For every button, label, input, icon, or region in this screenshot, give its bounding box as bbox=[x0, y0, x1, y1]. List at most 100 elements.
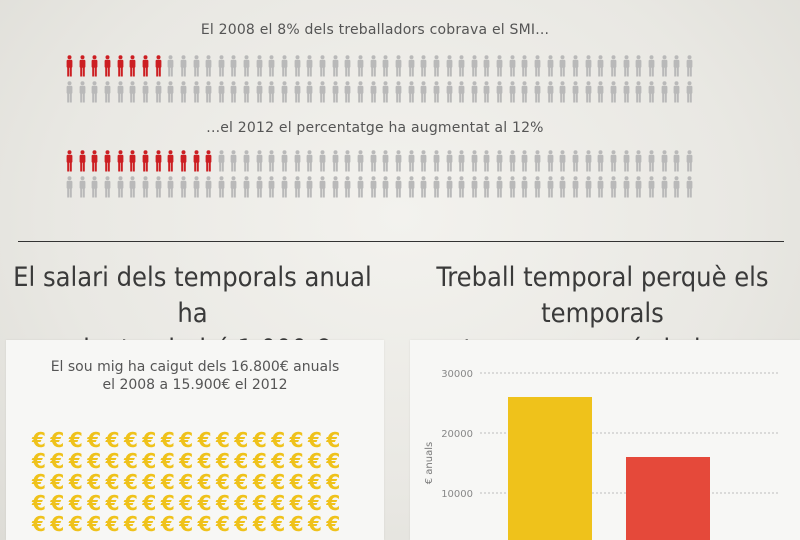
euro-icon: € bbox=[160, 491, 175, 515]
euro-icon: € bbox=[142, 491, 157, 515]
person-icon bbox=[167, 55, 174, 77]
bar-1 bbox=[508, 397, 592, 540]
euro-icon: € bbox=[326, 428, 341, 452]
person-icon bbox=[635, 150, 642, 172]
euro-icon: € bbox=[197, 428, 212, 452]
bar-2 bbox=[626, 457, 710, 540]
person-icon bbox=[294, 81, 301, 103]
person-icon bbox=[559, 176, 566, 198]
person-icon bbox=[610, 176, 617, 198]
person-icon bbox=[357, 55, 364, 77]
euro-icon: € bbox=[105, 428, 120, 452]
person-icon bbox=[243, 150, 250, 172]
person-icon bbox=[483, 81, 490, 103]
person-icon bbox=[382, 55, 389, 77]
chart-panel: 10000 20000 30000 € anuals bbox=[410, 340, 800, 540]
euro-icon: € bbox=[234, 428, 249, 452]
person-icon bbox=[218, 81, 225, 103]
person-icon bbox=[344, 176, 351, 198]
person-icon bbox=[661, 81, 668, 103]
person-icon bbox=[648, 55, 655, 77]
person-icon bbox=[129, 81, 136, 103]
person-icon bbox=[230, 81, 237, 103]
person-icon-highlighted bbox=[79, 55, 86, 77]
person-icon bbox=[496, 55, 503, 77]
euro-icon: € bbox=[234, 449, 249, 473]
person-icon bbox=[155, 81, 162, 103]
person-icon-highlighted bbox=[104, 150, 111, 172]
euro-icon: € bbox=[216, 428, 230, 452]
person-icon bbox=[534, 81, 541, 103]
euro-icon: € bbox=[124, 428, 138, 452]
euro-icon: € bbox=[197, 512, 212, 536]
person-icon-highlighted bbox=[193, 150, 200, 172]
person-icon bbox=[408, 81, 415, 103]
person-icon bbox=[193, 55, 200, 77]
person-icon bbox=[547, 176, 554, 198]
person-icon bbox=[319, 55, 326, 77]
person-icon bbox=[306, 176, 313, 198]
person-icon bbox=[648, 81, 655, 103]
person-icon bbox=[661, 55, 668, 77]
euro-icon: € bbox=[308, 470, 322, 494]
person-icon-highlighted bbox=[129, 55, 136, 77]
person-icon bbox=[623, 176, 630, 198]
euro-icon: € bbox=[252, 491, 267, 515]
person-icon bbox=[382, 81, 389, 103]
person-icon bbox=[319, 176, 326, 198]
person-icon bbox=[281, 176, 288, 198]
person-icon bbox=[686, 55, 693, 77]
person-icon-highlighted bbox=[155, 150, 162, 172]
person-icon bbox=[572, 176, 579, 198]
person-icon-highlighted bbox=[167, 150, 174, 172]
person-icon bbox=[471, 150, 478, 172]
person-icon-highlighted bbox=[79, 150, 86, 172]
person-icon bbox=[117, 176, 124, 198]
person-icon bbox=[446, 55, 453, 77]
person-icon bbox=[661, 150, 668, 172]
person-icon bbox=[559, 150, 566, 172]
caption-2008: El 2008 el 8% dels treballadors cobrava … bbox=[200, 22, 550, 38]
person-icon bbox=[167, 81, 174, 103]
person-icon bbox=[79, 176, 86, 198]
person-icon bbox=[243, 55, 250, 77]
person-icon bbox=[673, 176, 680, 198]
person-icon bbox=[281, 55, 288, 77]
salary-text-line1: El sou mig ha caigut dels 16.800€ anuals bbox=[50, 359, 340, 375]
person-icon bbox=[294, 55, 301, 77]
person-icon bbox=[395, 81, 402, 103]
euro-icon: € bbox=[289, 512, 304, 536]
euro-icon: € bbox=[308, 512, 322, 536]
person-icon bbox=[433, 150, 440, 172]
euro-icon: € bbox=[216, 470, 230, 494]
person-icon bbox=[635, 55, 642, 77]
person-icon bbox=[205, 81, 212, 103]
person-icon bbox=[673, 150, 680, 172]
person-icon bbox=[218, 55, 225, 77]
person-icon bbox=[521, 81, 528, 103]
person-icon bbox=[686, 81, 693, 103]
person-icon bbox=[585, 55, 592, 77]
person-icon bbox=[597, 150, 604, 172]
euro-icon: € bbox=[179, 428, 194, 452]
person-icon bbox=[623, 81, 630, 103]
euro-icon: € bbox=[87, 428, 102, 452]
person-icon bbox=[281, 150, 288, 172]
person-icon bbox=[256, 55, 263, 77]
person-icon-highlighted bbox=[91, 150, 98, 172]
person-icon bbox=[256, 176, 263, 198]
euro-icon: € bbox=[124, 449, 138, 473]
person-icon bbox=[509, 55, 516, 77]
person-icon bbox=[471, 81, 478, 103]
euro-icon: € bbox=[326, 470, 341, 494]
euro-icon: € bbox=[124, 491, 138, 515]
person-icon bbox=[294, 150, 301, 172]
euro-icon: € bbox=[326, 512, 341, 536]
person-icon bbox=[218, 176, 225, 198]
euro-icon: € bbox=[32, 449, 46, 473]
person-icon bbox=[648, 150, 655, 172]
euro-icon: € bbox=[68, 428, 83, 452]
person-icon bbox=[446, 150, 453, 172]
person-icon-highlighted bbox=[155, 55, 162, 77]
person-icon bbox=[420, 176, 427, 198]
